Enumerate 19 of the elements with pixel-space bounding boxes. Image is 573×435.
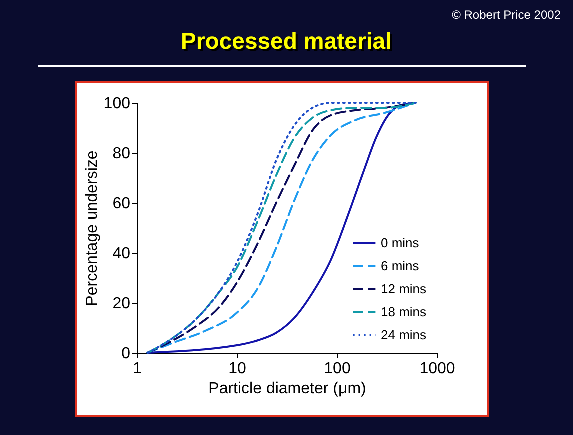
- legend-label: 18 mins: [381, 304, 428, 320]
- x-tick-label: 1000: [420, 360, 456, 378]
- legend-label: 12 mins: [381, 282, 428, 296]
- y-tick-label: 0: [122, 346, 131, 362]
- y-tick-label: 20: [112, 296, 131, 312]
- chart-title: Processed material: [180, 28, 393, 55]
- legend-label: 6 mins: [381, 258, 420, 274]
- x-tick-label: 10: [228, 360, 246, 378]
- y-tick-label: 60: [112, 196, 131, 212]
- x-tick-label: 1: [133, 360, 142, 378]
- y-tick-label: 100: [104, 96, 131, 112]
- x-tick-label: 100: [324, 360, 351, 378]
- legend-label: 24 mins: [381, 328, 428, 342]
- legend-label: 0 mins: [381, 236, 420, 250]
- x-axis-title: Particle diameter (μm): [208, 380, 366, 398]
- y-tick-label: 80: [112, 146, 131, 162]
- y-tick-label: 40: [112, 246, 131, 262]
- y-axis-title: Percentage undersize: [84, 150, 101, 306]
- text: © Robert Price 2002: [452, 8, 561, 22]
